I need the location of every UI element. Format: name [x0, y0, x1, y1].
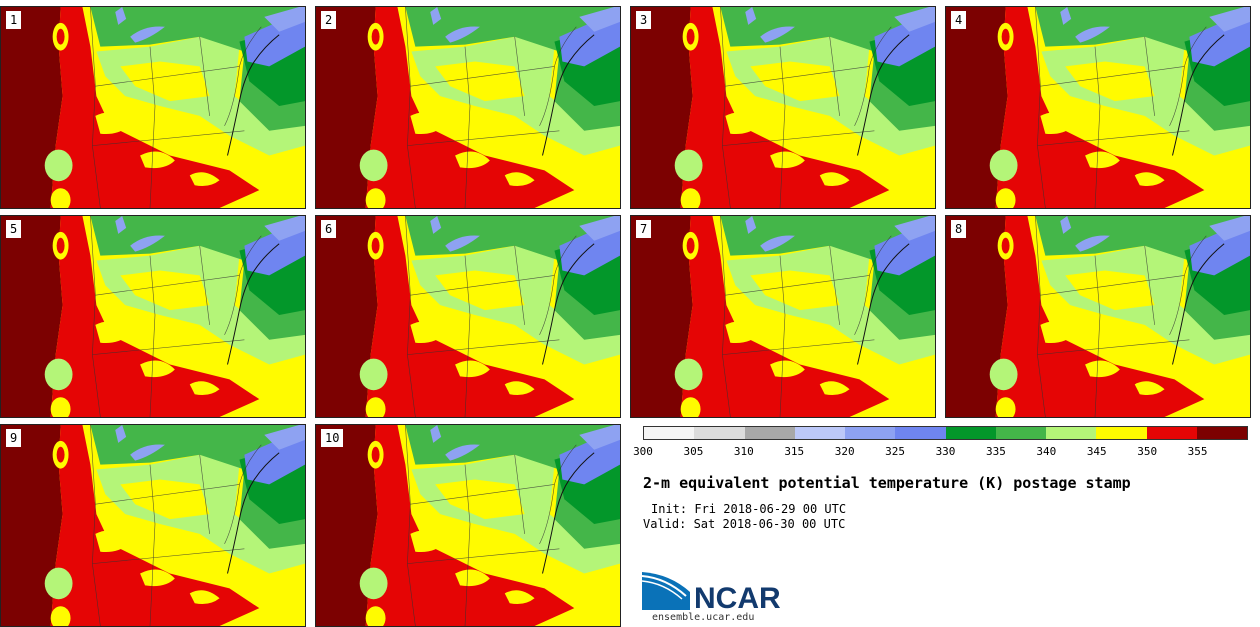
time-info: Init: Fri 2018-06-29 00 UTC Valid: Sat 2… [643, 502, 846, 532]
logo-text: NCAR [694, 582, 781, 614]
colorbar-tick-label: 310 [733, 445, 754, 458]
colorbar-swatch-11 [1196, 427, 1247, 439]
ensemble-panel-7[interactable]: 7 [630, 215, 936, 418]
map-1 [1, 7, 305, 208]
map-8 [946, 216, 1250, 417]
colorbar-tick-label: 355 [1187, 445, 1208, 458]
colorbar-tick-label: 325 [885, 445, 906, 458]
member-label: 1 [6, 11, 22, 29]
ensemble-panel-3[interactable]: 3 [630, 6, 936, 209]
map-6 [316, 216, 620, 417]
colorbar-swatch-1 [694, 427, 745, 439]
colorbar-ticks: 300 305 310 315 320 325 330 335 340 345 350 355 [633, 445, 1248, 459]
map-9 [1, 425, 305, 626]
ensemble-panel-2[interactable]: 2 [315, 6, 621, 209]
colorbar-tick-label: 350 [1137, 445, 1158, 458]
colorbar-swatch-8 [1046, 427, 1097, 439]
colorbar [643, 426, 1248, 440]
member-label: 2 [321, 11, 337, 29]
colorbar-tick-label: 315 [784, 445, 805, 458]
member-label: 8 [951, 220, 967, 238]
colorbar-swatch-6 [945, 427, 996, 439]
member-label: 7 [636, 220, 652, 238]
member-label: 5 [6, 220, 22, 238]
colorbar-swatch-9 [1096, 427, 1147, 439]
colorbar-swatch-10 [1146, 427, 1197, 439]
init-time: Init: Fri 2018-06-29 00 UTC [651, 502, 847, 516]
map-10 [316, 425, 620, 626]
colorbar-swatch-4 [845, 427, 896, 439]
member-label: 9 [6, 429, 22, 447]
site-url[interactable]: ensemble.ucar.edu [652, 612, 755, 623]
colorbar-tick-label: 300 [633, 445, 653, 458]
colorbar-tick-label: 330 [935, 445, 956, 458]
valid-time: Valid: Sat 2018-06-30 00 UTC [643, 517, 846, 531]
page-title: 2-m equivalent potential temperature (K)… [643, 474, 1131, 492]
colorbar-swatch-2 [744, 427, 795, 439]
ensemble-panel-5[interactable]: 5 [0, 215, 306, 418]
colorbar-swatch-5 [895, 427, 946, 439]
colorbar-swatch-7 [995, 427, 1046, 439]
ensemble-panel-10[interactable]: 10 [315, 424, 621, 627]
colorbar-swatch-0 [644, 427, 695, 439]
map-3 [631, 7, 935, 208]
ncar-logo: NCAR [641, 570, 792, 615]
colorbar-tick-label: 320 [834, 445, 855, 458]
member-label: 6 [321, 220, 337, 238]
colorbar-tick-label: 340 [1036, 445, 1057, 458]
colorbar-tick-label: 345 [1086, 445, 1107, 458]
ensemble-panel-1[interactable]: 1 [0, 6, 306, 209]
map-2 [316, 7, 620, 208]
member-label: 4 [951, 11, 967, 29]
colorbar-tick-label: 335 [985, 445, 1006, 458]
ensemble-panel-9[interactable]: 9 [0, 424, 306, 627]
member-label: 10 [321, 429, 344, 447]
ensemble-panel-4[interactable]: 4 [945, 6, 1251, 209]
map-4 [946, 7, 1250, 208]
ensemble-panel-8[interactable]: 8 [945, 215, 1251, 418]
colorbar-tick-label: 305 [683, 445, 704, 458]
colorbar-swatch-3 [794, 427, 845, 439]
ensemble-panel-6[interactable]: 6 [315, 215, 621, 418]
map-7 [631, 216, 935, 417]
map-5 [1, 216, 305, 417]
member-label: 3 [636, 11, 652, 29]
